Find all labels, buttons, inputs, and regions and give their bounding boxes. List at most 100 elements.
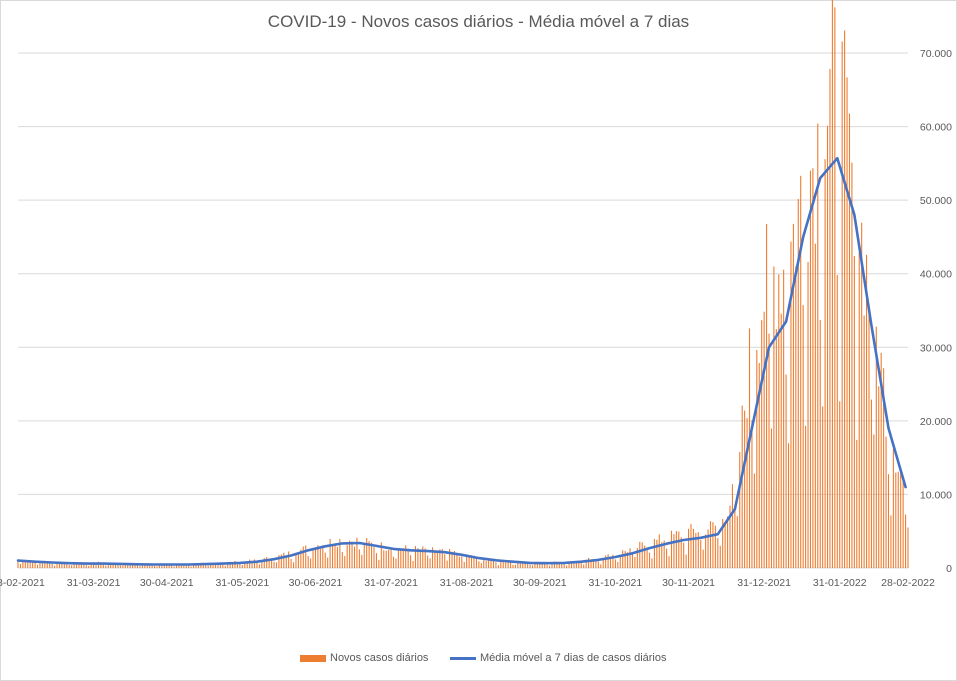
daily-case-bar (761, 320, 763, 568)
daily-case-bar (356, 537, 358, 568)
daily-case-bar (861, 222, 863, 568)
y-tick-label: 20.000 (920, 416, 952, 428)
daily-case-bar (151, 564, 153, 568)
daily-case-bar (214, 564, 217, 568)
daily-case-bar (178, 564, 180, 568)
daily-case-bar (612, 554, 614, 568)
daily-case-bar (485, 560, 487, 568)
daily-case-bar (722, 518, 724, 568)
daily-case-bar (490, 559, 492, 568)
daily-case-bar (695, 532, 697, 568)
daily-case-bar (407, 548, 409, 568)
daily-case-bar (351, 541, 353, 568)
gridlines (18, 52, 908, 569)
daily-case-bar (807, 261, 809, 568)
daily-case-bar (627, 552, 629, 568)
daily-case-bar (154, 565, 156, 568)
daily-case-bar (887, 474, 890, 568)
daily-case-bar (283, 552, 285, 568)
daily-case-bar (412, 560, 414, 568)
daily-case-bar (853, 256, 855, 568)
daily-case-bar (368, 541, 370, 568)
daily-case-bar (470, 555, 473, 568)
daily-case-bar (475, 557, 477, 568)
daily-case-bar (324, 552, 326, 568)
daily-case-bar (278, 555, 280, 568)
daily-case-bar (93, 563, 95, 568)
daily-case-bar (132, 564, 134, 568)
daily-case-bar (310, 558, 312, 568)
daily-case-bar (468, 556, 470, 568)
daily-case-bar (763, 311, 765, 568)
daily-case-bar (36, 564, 39, 568)
daily-case-bar (302, 546, 304, 568)
daily-case-bar (49, 563, 51, 568)
daily-case-bar (839, 401, 841, 568)
daily-case-bar (129, 563, 131, 568)
daily-case-bar (709, 521, 712, 568)
daily-case-bar (414, 546, 416, 568)
daily-case-bar (161, 563, 163, 568)
daily-case-bar (22, 561, 24, 568)
daily-case-bar (478, 561, 480, 568)
daily-case-bar (54, 565, 56, 568)
daily-case-bar (410, 555, 412, 568)
daily-case-bar (136, 565, 139, 568)
daily-case-bar (668, 556, 670, 568)
daily-case-bar (575, 562, 577, 568)
daily-case-bar (824, 159, 826, 568)
daily-case-bar (578, 562, 580, 568)
daily-case-bar (866, 254, 868, 568)
x-tick-label: 30-11-2021 (662, 577, 715, 589)
x-tick-label: 30-04-2021 (140, 577, 194, 589)
daily-case-bar (210, 562, 212, 568)
x-tick-label: 30-06-2021 (289, 577, 343, 589)
daily-case-bar (519, 563, 521, 568)
legend-item-line: Média móvel a 7 dias de casos diários (450, 652, 666, 664)
daily-case-bar (244, 561, 246, 568)
daily-case-bar (122, 565, 124, 568)
daily-case-bar (361, 554, 363, 568)
daily-case-bar (797, 199, 799, 568)
daily-case-bar (819, 320, 821, 568)
daily-case-bar (392, 556, 395, 568)
daily-case-bar (795, 266, 797, 568)
daily-case-bar (149, 564, 151, 568)
daily-case-bar (256, 562, 258, 568)
daily-case-bar (766, 223, 768, 569)
daily-case-bar (614, 559, 616, 568)
daily-case-bar (193, 564, 195, 568)
daily-case-bar (636, 547, 638, 568)
daily-case-bar (375, 553, 377, 568)
daily-case-bar (188, 565, 190, 568)
daily-case-bar (353, 546, 356, 568)
daily-case-bar (700, 539, 702, 568)
daily-case-bar (24, 560, 26, 568)
daily-case-bar (366, 538, 368, 568)
daily-case-bar (802, 305, 804, 568)
legend-item-bars: Novos casos diários (300, 652, 428, 664)
daily-case-bar (144, 564, 146, 568)
daily-case-bar (222, 564, 224, 568)
daily-case-bar (341, 552, 343, 568)
daily-case-bar (422, 546, 424, 568)
daily-case-bar (232, 562, 234, 568)
daily-case-bar (714, 525, 716, 568)
daily-case-bar (607, 554, 609, 568)
daily-case-bar (205, 564, 207, 568)
daily-case-bar (856, 439, 858, 568)
daily-case-bar (785, 374, 787, 568)
daily-case-bar (195, 563, 197, 568)
daily-case-bar (707, 529, 709, 568)
daily-case-bar (539, 562, 541, 568)
daily-case-bar (624, 551, 626, 568)
daily-case-bar (531, 565, 534, 568)
daily-case-bar (117, 563, 119, 568)
daily-case-bar (748, 328, 751, 568)
daily-case-bar (663, 540, 665, 568)
daily-case-bar (239, 564, 241, 568)
daily-case-bar (424, 548, 426, 568)
daily-case-bar (524, 563, 526, 568)
daily-case-bar (734, 509, 736, 568)
daily-case-bar (617, 561, 619, 568)
